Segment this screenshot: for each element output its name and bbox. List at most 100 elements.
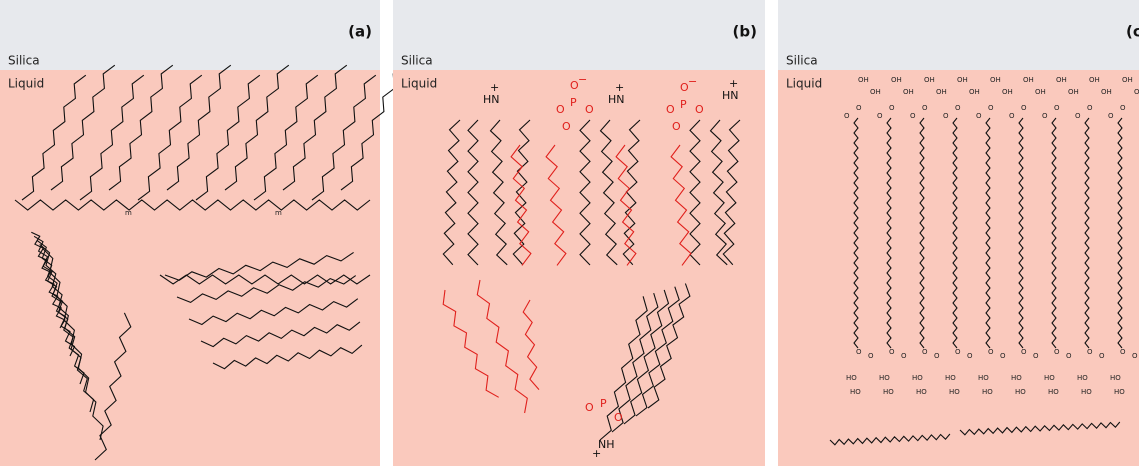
atom-label: O <box>934 352 940 360</box>
silica-label: Silica <box>786 54 818 68</box>
atom-label: HO <box>1077 374 1088 382</box>
atom-label: + <box>729 77 738 90</box>
silica-layer <box>0 0 380 70</box>
atom-label: HO <box>945 374 956 382</box>
atom-label: O <box>844 112 850 120</box>
atom-label: O <box>988 348 994 356</box>
panels: SilicaLiquid(a)mmSilicaLiquid(b)HN+HN+HN… <box>0 0 1139 466</box>
atom-label: O <box>922 104 928 112</box>
atom-label: OH <box>1089 76 1100 84</box>
atom-label: O <box>967 352 973 360</box>
atom-label: HO <box>850 388 861 396</box>
atom-label: HO <box>879 374 890 382</box>
figure: SilicaLiquid(a)mmSilicaLiquid(b)HN+HN+HN… <box>0 0 1139 466</box>
atom-label: O <box>1033 352 1039 360</box>
atom-label: O <box>1087 348 1093 356</box>
atom-label: O <box>1075 112 1081 120</box>
atom-label: O <box>562 120 571 133</box>
atom-label: HO <box>1081 388 1092 396</box>
atom-label: P <box>600 397 607 410</box>
atom-label: O <box>585 103 594 116</box>
atom-label: O <box>614 411 623 424</box>
panel: Silica Liquid (a) m m <box>0 0 405 466</box>
panel-label: (a) <box>348 23 372 41</box>
atom-label: HN <box>722 89 739 102</box>
silica-layer <box>393 0 765 70</box>
atom-label: O <box>988 104 994 112</box>
atom-label: O <box>922 348 928 356</box>
atom-label: O <box>1054 348 1060 356</box>
atom-label: + <box>615 81 624 94</box>
liquid-label: Liquid <box>8 77 44 91</box>
atom-label: OH <box>924 76 935 84</box>
atom-label: O <box>856 348 862 356</box>
atom-label: O <box>1099 352 1105 360</box>
atom-label: OH <box>870 88 881 96</box>
atom-label: + <box>592 447 601 460</box>
atom-label: O <box>1021 348 1027 356</box>
atom-label: HO <box>916 388 927 396</box>
atom-label: O <box>1087 104 1093 112</box>
atom-label: + <box>490 81 499 94</box>
atom-label: O <box>877 112 883 120</box>
atom-label: OH <box>891 76 902 84</box>
atom-label: OH <box>990 76 1001 84</box>
atom-label: P <box>680 98 687 111</box>
atom-label: HN <box>608 93 625 106</box>
atom-label: OH <box>903 88 914 96</box>
atom-label: OH <box>1101 88 1112 96</box>
atom-label: O <box>901 352 907 360</box>
atom-label: O <box>672 120 681 133</box>
atom-label: − <box>578 73 587 86</box>
liquid-label: Liquid <box>401 77 437 91</box>
annotation: m <box>275 209 282 217</box>
atom-label: − <box>688 75 697 88</box>
atom-label: HO <box>1048 388 1059 396</box>
liquid-layer <box>0 70 380 466</box>
atom-label: OH <box>936 88 947 96</box>
atom-label: O <box>1042 112 1048 120</box>
atom-label: OH <box>1122 76 1133 84</box>
atom-label: OH <box>1002 88 1013 96</box>
atom-label: HO <box>1015 388 1026 396</box>
atom-label: O <box>695 103 704 116</box>
atom-label: O <box>1132 352 1138 360</box>
atom-label: OH <box>969 88 980 96</box>
page: {"panels": [ {"label": "(a)", "top_layer… <box>0 0 1139 466</box>
panel-label: (b) <box>733 23 757 41</box>
atom-label: O <box>856 104 862 112</box>
atom-label: O <box>1021 104 1027 112</box>
atom-label: HO <box>1110 374 1121 382</box>
annotation: m <box>125 209 132 217</box>
atom-label: O <box>1108 112 1114 120</box>
atom-label: O <box>889 104 895 112</box>
atom-label: O <box>556 103 565 116</box>
atom-label: OH <box>957 76 968 84</box>
atom-label: HO <box>1044 374 1055 382</box>
liquid-layer <box>393 70 765 466</box>
atom-label: O <box>1000 352 1006 360</box>
atom-label: HO <box>949 388 960 396</box>
atom-label: OH <box>1023 76 1034 84</box>
atom-label: P <box>570 96 577 109</box>
atom-label: O <box>889 348 895 356</box>
liquid-layer <box>778 70 1139 466</box>
panel-label: (c <box>1126 23 1139 41</box>
atom-label: O <box>976 112 982 120</box>
atom-label: O <box>910 112 916 120</box>
atom-label: HO <box>912 374 923 382</box>
atom-label: O <box>868 352 874 360</box>
atom-label: O <box>1066 352 1072 360</box>
atom-label: OH <box>1134 88 1139 96</box>
atom-label: OH <box>1035 88 1046 96</box>
silica-label: Silica <box>8 54 40 68</box>
atom-label: O <box>1120 348 1126 356</box>
atom-label: OH <box>858 76 869 84</box>
atom-label: O <box>943 112 949 120</box>
atom-label: HO <box>978 374 989 382</box>
atom-label: HO <box>1114 388 1125 396</box>
atom-label: O <box>585 401 594 414</box>
silica-layer <box>778 0 1139 70</box>
silica-label: Silica <box>401 54 433 68</box>
